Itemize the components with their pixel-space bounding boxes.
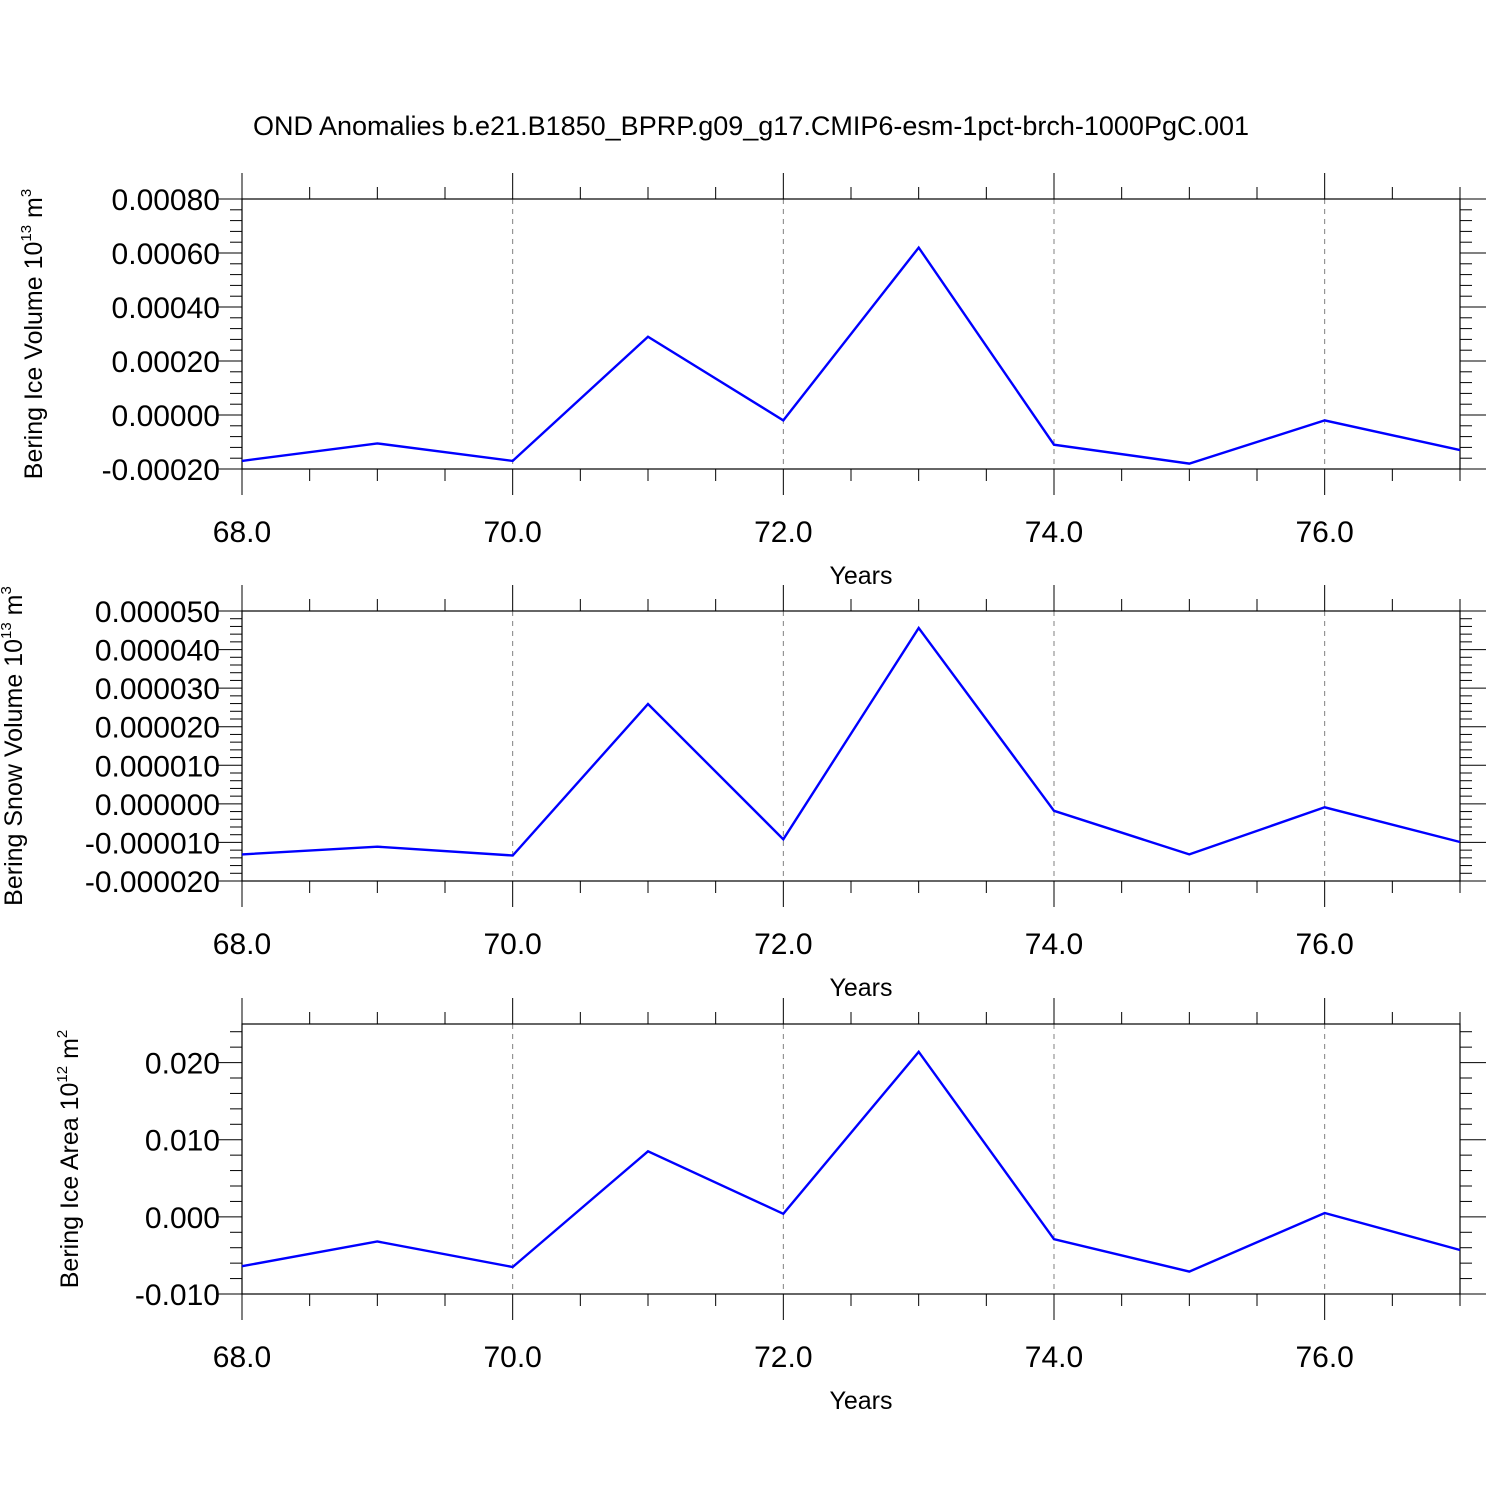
- y-axis-title-exponent: 13: [0, 622, 15, 639]
- chart-panel-3: 68.0 70.0 72.0 74.0 76.0 -0.010 0.000 0.010 0.02…: [54, 998, 1486, 1415]
- x-tick-label: 68.0: [213, 1341, 271, 1374]
- chart-panel-2: 68.0 70.0 72.0 74.0 76.0 -0.000020 -0.000010 0.…: [0, 585, 1486, 1002]
- y-tick-label: 0.00020: [112, 346, 220, 379]
- y-tick-label: 0.00060: [112, 238, 220, 271]
- y-axis-title-unit-exponent: 3: [18, 189, 35, 197]
- y-tick-label: 0.00080: [112, 184, 220, 217]
- figure-title: OND Anomalies b.e21.B1850_BPRP.g09_g17.C…: [253, 111, 1249, 141]
- x-tick-label: 70.0: [483, 1341, 541, 1374]
- y-axis-title-unit: m: [0, 595, 28, 623]
- x-axis-title: Years: [829, 1387, 892, 1415]
- x-tick-label: 68.0: [213, 928, 271, 961]
- y-axis-title-text: Bering Snow Volume 10: [0, 639, 28, 906]
- x-tick-label: 70.0: [483, 928, 541, 961]
- y-axis-title-unit: m: [20, 197, 48, 225]
- y-tick-label: 0.010: [145, 1125, 220, 1158]
- y-axis-title-text: Bering Ice Volume 10: [20, 242, 48, 480]
- y-axis-title: Bering Snow Volume 1013 m3: [0, 586, 28, 906]
- series-line-1: [241, 625, 1461, 857]
- y-tick-label: 0.000010: [95, 750, 220, 783]
- y-tick-label: 0.000000: [95, 789, 220, 822]
- y-tick-label: 0.00000: [112, 400, 220, 433]
- x-tick-label: 76.0: [1295, 1341, 1353, 1374]
- x-tick-label: 72.0: [754, 516, 812, 549]
- y-axis-title-text: Bering Ice Area 10: [56, 1083, 84, 1289]
- y-tick-label: -0.000020: [85, 866, 220, 899]
- y-tick-label: -0.00020: [102, 454, 220, 487]
- x-tick-label: 68.0: [213, 516, 271, 549]
- y-tick-label: 0.000040: [95, 635, 220, 668]
- y-tick-label: 0.00040: [112, 292, 220, 325]
- x-tick-label: 72.0: [754, 1341, 812, 1374]
- y-tick-label: -0.010: [135, 1279, 220, 1312]
- y-tick-label: 0.000050: [95, 596, 220, 629]
- y-axis-title: Bering Ice Area 1012 m2: [54, 1030, 84, 1289]
- x-tick-label: 76.0: [1295, 516, 1353, 549]
- series-line-1: [241, 245, 1461, 465]
- y-axis-title-exponent: 12: [54, 1066, 71, 1083]
- x-tick-label: 74.0: [1025, 928, 1083, 961]
- y-tick-label: 0.000: [145, 1202, 220, 1235]
- x-tick-label: 74.0: [1025, 516, 1083, 549]
- y-tick-label: 0.000030: [95, 673, 220, 706]
- x-tick-label: 76.0: [1295, 928, 1353, 961]
- y-axis-title-unit-exponent: 2: [54, 1030, 71, 1038]
- chart-panel-1: 68.0 70.0 72.0 74.0 76.0 -0.00020 0.00000 0.000…: [18, 173, 1486, 590]
- y-axis-title-unit: m: [56, 1038, 84, 1066]
- y-tick-label: 0.000020: [95, 712, 220, 745]
- y-tick-label: -0.000010: [85, 827, 220, 860]
- x-tick-label: 74.0: [1025, 1341, 1083, 1374]
- series-line-1: [241, 1049, 1461, 1273]
- y-tick-label: 0.020: [145, 1048, 220, 1081]
- y-axis-title-exponent: 13: [18, 225, 35, 242]
- x-axis-title: Years: [829, 974, 892, 1002]
- y-axis-title-unit-exponent: 3: [0, 586, 15, 594]
- x-axis-title: Years: [829, 562, 892, 590]
- x-tick-label: 70.0: [483, 516, 541, 549]
- x-tick-label: 72.0: [754, 928, 812, 961]
- y-axis-title: Bering Ice Volume 1013 m3: [18, 189, 48, 479]
